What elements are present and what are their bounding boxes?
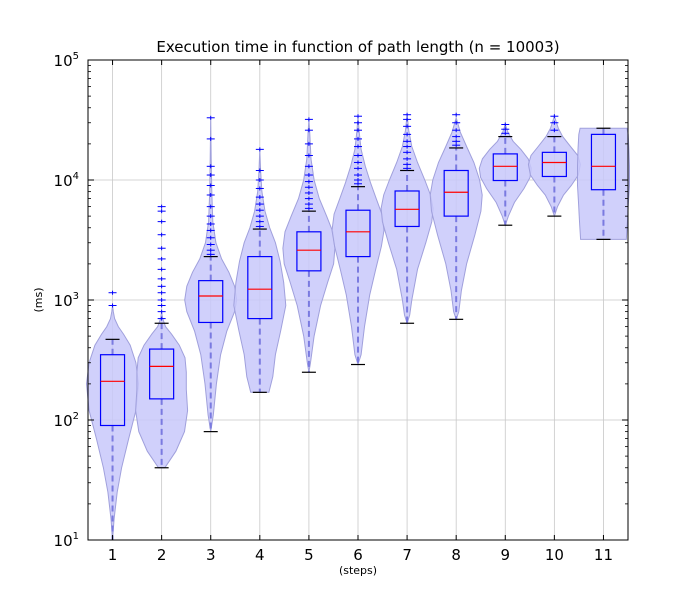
violin-shape — [135, 311, 189, 469]
iqr-box — [99, 354, 126, 427]
chart-title: Execution time in function of path lengt… — [156, 38, 559, 56]
box-plot-step-7 — [394, 112, 420, 324]
x-tick-label: 3 — [206, 546, 216, 564]
box-plot-step-9 — [492, 122, 518, 226]
iqr-box — [296, 231, 322, 272]
violin-shape — [577, 127, 630, 240]
box-layer — [99, 112, 617, 540]
y-tick-base: 10 — [54, 172, 73, 190]
y-tick-base: 10 — [54, 412, 73, 430]
y-tick-label: 101 — [54, 531, 79, 550]
box-plot-step-6 — [345, 114, 371, 366]
box-plot-step-8 — [443, 112, 469, 320]
x-tick-label: 7 — [402, 546, 412, 564]
iqr-box — [345, 209, 371, 258]
iqr-box — [590, 133, 617, 191]
y-axis-label: (ms) — [32, 287, 45, 312]
x-tick-label: 6 — [353, 546, 363, 564]
y-tick-label: 105 — [54, 51, 79, 70]
x-tick-label: 4 — [255, 546, 265, 564]
y-tick-base: 10 — [54, 532, 73, 550]
y-tick-label: 102 — [54, 411, 79, 430]
box-plot-step-5 — [296, 117, 322, 373]
violin-shape — [233, 149, 287, 393]
y-tick-label: 104 — [54, 171, 79, 190]
x-tick-label: 11 — [594, 546, 613, 564]
x-tick-label: 1 — [108, 546, 118, 564]
y-tick-exponent: 5 — [73, 51, 79, 62]
y-tick-label: 103 — [54, 291, 79, 310]
iqr-box — [443, 169, 469, 217]
iqr-box — [541, 151, 567, 178]
box-plot-step-2 — [149, 204, 175, 469]
y-tick-exponent: 1 — [73, 531, 79, 542]
x-tick-label: 8 — [451, 546, 461, 564]
box-plot-step-3 — [198, 115, 224, 433]
box-plot-step-4 — [247, 147, 273, 393]
iqr-box — [247, 255, 273, 320]
x-tick-label: 9 — [500, 546, 510, 564]
y-tick-base: 10 — [54, 292, 73, 310]
iqr-box — [198, 280, 224, 324]
x-tick-label: 10 — [545, 546, 564, 564]
y-tick-base: 10 — [54, 52, 73, 70]
y-tick-exponent: 3 — [73, 291, 79, 302]
iqr-box — [492, 153, 518, 182]
x-axis-label: (steps) — [339, 564, 377, 577]
x-tick-label: 5 — [304, 546, 314, 564]
y-tick-exponent: 2 — [73, 411, 79, 422]
y-tick-exponent: 4 — [73, 171, 79, 182]
box-plot-step-1 — [99, 290, 126, 540]
iqr-box — [149, 348, 175, 400]
box-plot-step-11 — [590, 127, 617, 240]
x-tick-label: 2 — [157, 546, 167, 564]
box-plot-step-10 — [541, 114, 567, 217]
